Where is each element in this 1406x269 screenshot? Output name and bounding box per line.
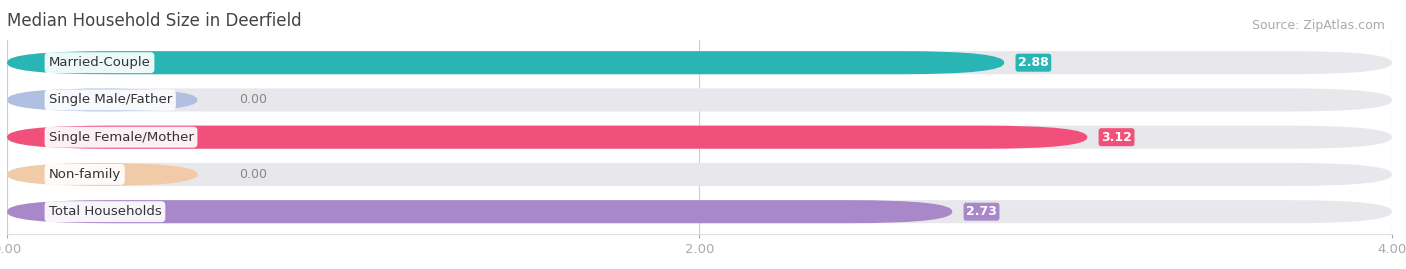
FancyBboxPatch shape — [7, 200, 952, 223]
FancyBboxPatch shape — [7, 51, 1004, 74]
Text: 2.73: 2.73 — [966, 205, 997, 218]
Text: Source: ZipAtlas.com: Source: ZipAtlas.com — [1251, 19, 1385, 32]
Text: 3.12: 3.12 — [1101, 131, 1132, 144]
FancyBboxPatch shape — [7, 89, 1392, 111]
FancyBboxPatch shape — [7, 51, 1392, 74]
FancyBboxPatch shape — [7, 126, 1392, 149]
Text: Married-Couple: Married-Couple — [49, 56, 150, 69]
Text: Median Household Size in Deerfield: Median Household Size in Deerfield — [7, 12, 302, 30]
Text: Single Female/Mother: Single Female/Mother — [49, 131, 194, 144]
Text: Non-family: Non-family — [49, 168, 121, 181]
FancyBboxPatch shape — [7, 163, 1392, 186]
FancyBboxPatch shape — [7, 163, 197, 186]
Text: Total Households: Total Households — [49, 205, 162, 218]
Text: 0.00: 0.00 — [239, 168, 267, 181]
FancyBboxPatch shape — [7, 126, 1087, 149]
FancyBboxPatch shape — [7, 200, 1392, 223]
FancyBboxPatch shape — [7, 89, 197, 111]
Text: 2.88: 2.88 — [1018, 56, 1049, 69]
Text: Single Male/Father: Single Male/Father — [49, 93, 172, 107]
Text: 0.00: 0.00 — [239, 93, 267, 107]
